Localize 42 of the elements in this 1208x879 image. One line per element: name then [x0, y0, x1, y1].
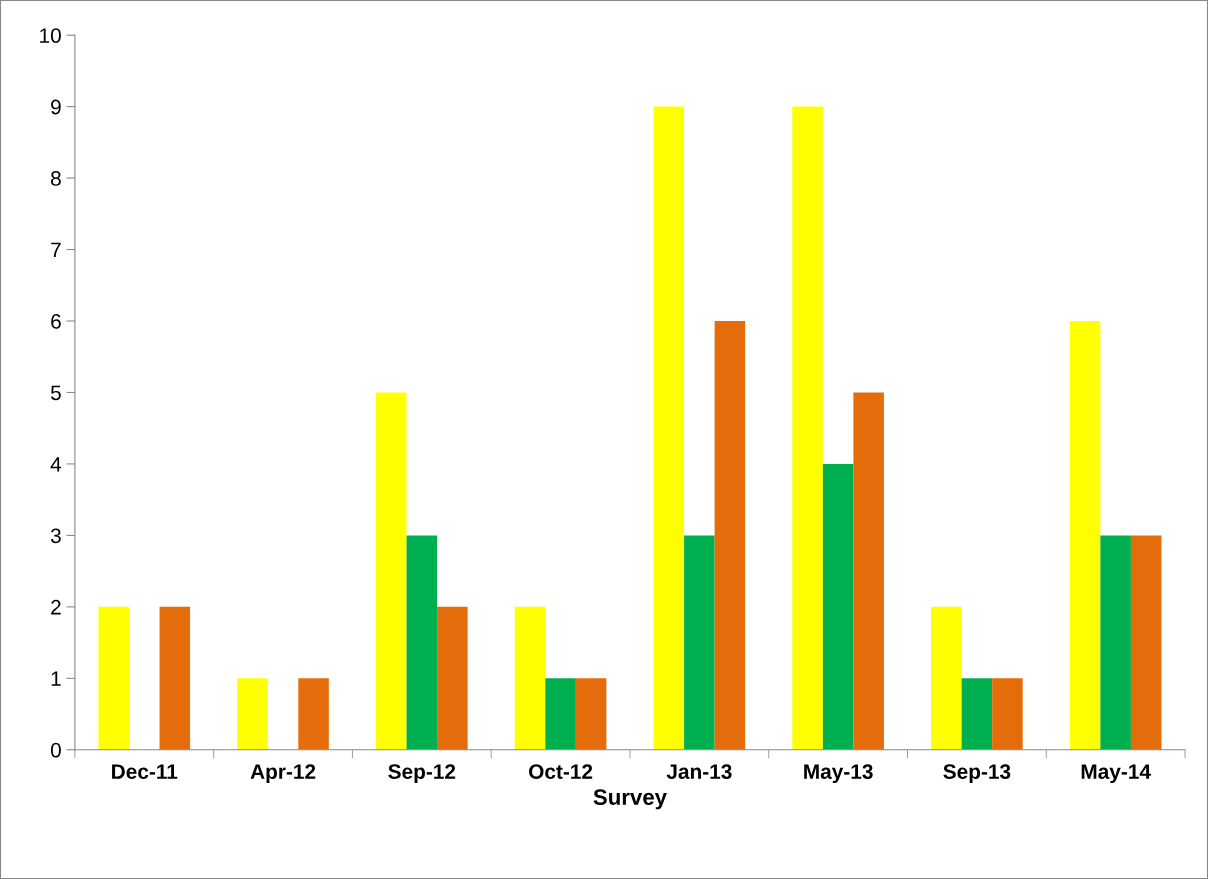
x-tick-label: Apr-12 — [250, 764, 316, 784]
y-tick-label: 6 — [51, 314, 61, 329]
x-axis-title: Survey — [593, 789, 667, 810]
y-tick-label: 3 — [50, 528, 61, 544]
bar — [961, 678, 993, 750]
x-tick-label: May-13 — [804, 764, 873, 784]
x-tick-label: May-14 — [1081, 764, 1151, 784]
bar — [653, 106, 685, 750]
bar — [822, 463, 854, 750]
bar — [159, 606, 191, 750]
bar — [514, 606, 546, 750]
y-tick-label: 1 — [51, 671, 61, 686]
bar — [237, 678, 268, 750]
x-tick-label: Sep-13 — [943, 764, 1011, 784]
bar — [376, 392, 407, 750]
x-tick-label: Dec-11 — [112, 764, 178, 779]
y-tick-label: 2 — [51, 599, 61, 615]
bar — [1130, 535, 1162, 750]
bar — [406, 535, 438, 750]
y-tick-label: 4 — [50, 457, 62, 472]
x-tick-label: Oct-12 — [529, 764, 593, 779]
bar — [792, 106, 823, 750]
bar — [714, 321, 746, 750]
bar — [931, 606, 962, 750]
bar — [575, 678, 607, 750]
bar — [437, 606, 468, 750]
bar — [98, 606, 130, 750]
bar — [545, 678, 576, 750]
y-tick-label: 7 — [51, 242, 61, 258]
x-tick-label: Sep-12 — [388, 764, 456, 784]
y-tick-label: 10 — [40, 28, 61, 43]
y-tick-label: 9 — [51, 99, 61, 115]
bar — [1069, 321, 1101, 750]
bar — [1100, 535, 1131, 750]
y-tick-label: 0 — [50, 742, 61, 758]
bar — [684, 535, 715, 750]
x-tick-label: Jan-13 — [666, 764, 732, 780]
bar — [298, 678, 329, 750]
y-tick-label: 5 — [50, 385, 61, 401]
bar — [853, 392, 884, 750]
bar — [992, 678, 1023, 750]
y-tick-label: 8 — [51, 171, 61, 186]
